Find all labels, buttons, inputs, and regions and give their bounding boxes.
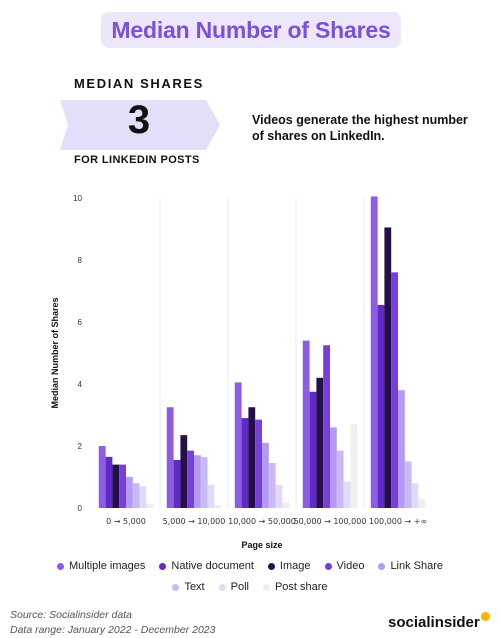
bar-post-share bbox=[282, 501, 290, 508]
bar-link-share bbox=[262, 442, 269, 508]
legend-item: Multiple images bbox=[56, 560, 146, 572]
bar-post-share bbox=[214, 504, 222, 508]
bar-multiple-images bbox=[166, 407, 174, 508]
x-tick-label: 0 → 5,000 bbox=[106, 517, 146, 526]
bar-poll bbox=[139, 486, 147, 508]
bar-poll bbox=[343, 481, 351, 508]
legend-swatch bbox=[378, 562, 386, 570]
bar-native-document bbox=[309, 391, 317, 508]
y-tick-label: 8 bbox=[78, 256, 83, 265]
bar-video bbox=[255, 419, 262, 508]
legend-swatch bbox=[159, 562, 167, 570]
x-tick-label: 100,000 → +∞ bbox=[369, 517, 427, 526]
legend-row-2: Text Poll Post share bbox=[0, 581, 500, 593]
stat-banner bbox=[60, 100, 220, 150]
legend-label: Native document bbox=[171, 560, 254, 572]
source-line: Source: Socialinsider data bbox=[10, 609, 132, 621]
bar-video bbox=[119, 464, 126, 508]
legend-label: Poll bbox=[230, 581, 249, 593]
bar-native-document bbox=[241, 418, 249, 508]
brand-logo: socialinsider bbox=[388, 612, 490, 631]
y-axis-label: Median Number of Shares bbox=[50, 297, 60, 408]
insight-text: Videos generate the highest number of sh… bbox=[252, 113, 468, 143]
bar-poll bbox=[275, 484, 283, 508]
bar-text bbox=[268, 463, 276, 508]
x-tick-label: 5,000 → 10,000 bbox=[163, 517, 226, 526]
legend-swatch bbox=[267, 562, 275, 570]
legend-label: Multiple images bbox=[68, 560, 146, 572]
bar-text bbox=[132, 483, 140, 508]
chart-title: Median Number of Shares bbox=[111, 16, 391, 43]
bar-native-document bbox=[105, 456, 113, 508]
bar-image bbox=[248, 407, 256, 508]
bar-text bbox=[404, 461, 412, 508]
legend-row-1: Multiple images Native document Image Video… bbox=[0, 560, 500, 572]
legend-swatch bbox=[324, 562, 332, 570]
bar-video bbox=[187, 450, 194, 508]
stat-value: 3 bbox=[127, 98, 151, 142]
bar-post-share bbox=[350, 424, 358, 508]
stat-subtitle: FOR LINKEDIN POSTS bbox=[74, 154, 200, 166]
brand-dot-icon bbox=[480, 612, 490, 621]
bar-native-document bbox=[377, 304, 385, 508]
source-note: Source: Socialinsider data Data range: J… bbox=[10, 608, 215, 638]
bar-link-share bbox=[398, 390, 405, 508]
bar-chart: 0 2 4 6 8 10 Median Number of Shares 0 → 5,000 5… bbox=[50, 194, 427, 550]
legend-item: Post share bbox=[262, 581, 328, 593]
y-tick-label: 10 bbox=[73, 194, 82, 203]
legend-label: Post share bbox=[274, 581, 328, 593]
y-tick-label: 2 bbox=[78, 442, 83, 451]
chart-legend: Multiple images Native document Image Video… bbox=[0, 560, 500, 602]
bar-image bbox=[180, 435, 188, 508]
legend-swatch bbox=[262, 583, 270, 591]
legend-swatch bbox=[56, 562, 64, 570]
bar-image bbox=[316, 377, 324, 508]
stat-banner-shape bbox=[60, 100, 220, 150]
bar-text bbox=[336, 450, 344, 508]
bar-poll bbox=[411, 483, 419, 508]
x-tick-label: 50,000 → 100,000 bbox=[294, 517, 367, 526]
legend-label: Text bbox=[184, 581, 205, 593]
bar-link-share bbox=[330, 427, 337, 508]
bar-native-document bbox=[173, 459, 181, 508]
y-tick-label: 6 bbox=[78, 318, 83, 327]
bar-multiple-images bbox=[234, 382, 242, 508]
legend-label: Video bbox=[336, 560, 365, 572]
brand-name: socialinsider bbox=[388, 614, 480, 631]
x-tick-label: 10,000 → 50,000 bbox=[228, 517, 296, 526]
legend-swatch bbox=[218, 583, 226, 591]
bar-multiple-images bbox=[98, 446, 106, 508]
legend-item: Native document bbox=[159, 560, 254, 572]
legend-item: Text bbox=[172, 581, 205, 593]
bar-post-share bbox=[146, 503, 154, 508]
legend-swatch bbox=[172, 583, 180, 591]
stat-kicker: MEDIAN SHARES bbox=[74, 76, 204, 91]
bar-post-share bbox=[418, 498, 426, 508]
title-pill: Median Number of Shares bbox=[101, 12, 401, 48]
legend-label: Link Share bbox=[390, 560, 444, 572]
bar-image bbox=[112, 464, 120, 508]
legend-item: Image bbox=[267, 560, 311, 572]
bar-text bbox=[200, 456, 208, 508]
bar-image bbox=[384, 227, 392, 508]
legend-label: Image bbox=[279, 560, 311, 572]
y-tick-label: 0 bbox=[78, 504, 83, 513]
date-range-line: Data range: January 2022 - December 2023 bbox=[10, 624, 216, 636]
bar-multiple-images bbox=[370, 196, 378, 508]
legend-item: Link Share bbox=[378, 560, 443, 572]
bar-link-share bbox=[126, 477, 133, 508]
x-axis-label: Page size bbox=[241, 540, 282, 550]
bar-poll bbox=[207, 484, 215, 508]
bar-link-share bbox=[194, 455, 201, 508]
bar-video bbox=[391, 272, 398, 508]
legend-item: Video bbox=[324, 560, 365, 572]
bar-video bbox=[323, 345, 330, 508]
y-tick-label: 4 bbox=[78, 380, 83, 389]
legend-item: Poll bbox=[218, 581, 249, 593]
bar-multiple-images bbox=[302, 340, 310, 508]
